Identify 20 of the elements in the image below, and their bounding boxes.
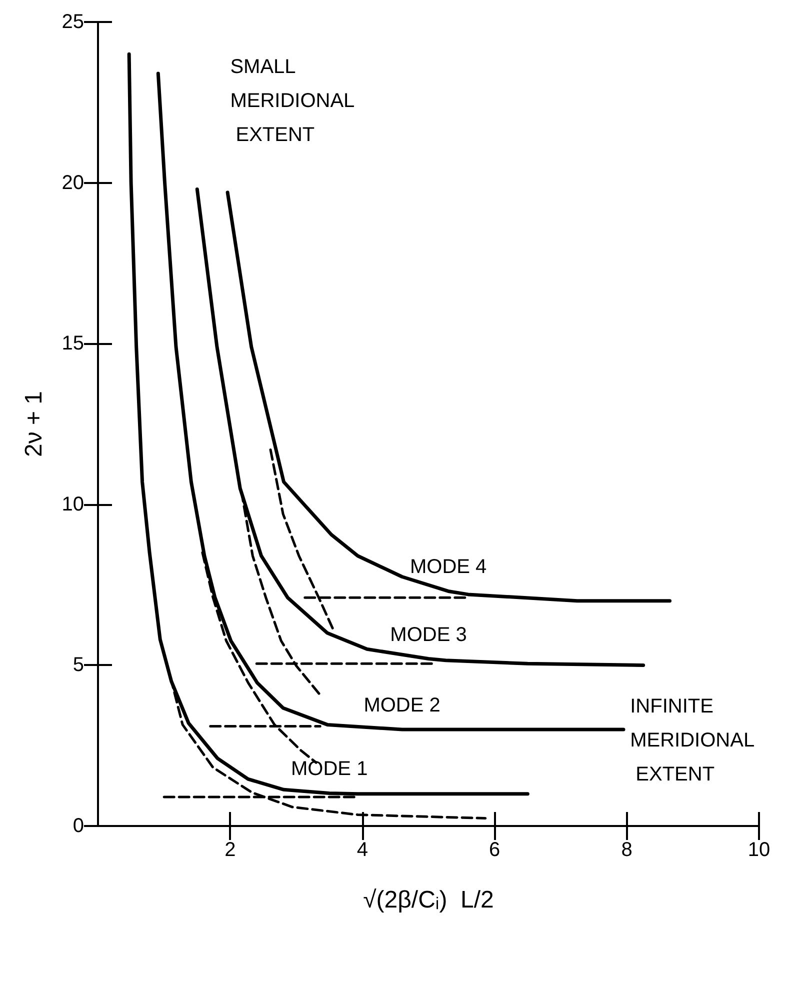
series-label: MODE 1 <box>291 758 368 780</box>
y-tick-label: 20 <box>62 172 84 194</box>
x-tick-label: 10 <box>748 839 770 861</box>
y-tick-label: 10 <box>62 493 84 516</box>
annotation: INFINITE MERIDIONAL EXTENT <box>630 695 755 786</box>
annotation: SMALL MERIDIONAL EXTENT <box>230 56 355 146</box>
y-tick-label: 25 <box>62 11 84 33</box>
y-tick-label: 15 <box>62 332 84 355</box>
x-tick-label: 2 <box>224 839 236 861</box>
x-tick-label: 8 <box>621 839 632 861</box>
x-tick-label: 4 <box>356 839 368 861</box>
y-axis-title: 2ν + 1 <box>20 390 48 458</box>
x-axis-title: √(2β/Cᵢ) L/2 <box>363 886 494 914</box>
line-series <box>226 190 672 603</box>
x-tick-label: 6 <box>489 839 500 861</box>
y-tick-label: 5 <box>72 654 84 676</box>
y-tick-label: 0 <box>72 815 84 837</box>
series-label: MODE 2 <box>364 694 440 717</box>
series-label: MODE 3 <box>390 624 467 646</box>
series-label: MODE 4 <box>410 556 487 578</box>
